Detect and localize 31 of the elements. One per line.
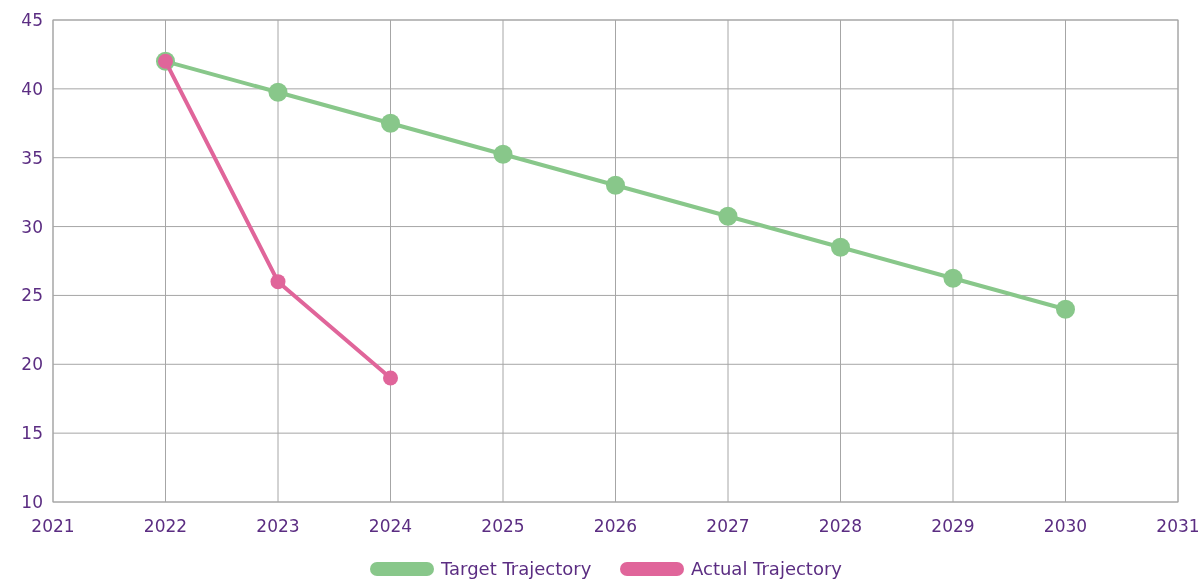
y-tick-label: 30 xyxy=(21,216,43,237)
x-tick-label: 2024 xyxy=(368,516,413,536)
point xyxy=(270,274,286,290)
point xyxy=(268,82,288,102)
point xyxy=(1056,299,1075,319)
x-tick-label: 2031 xyxy=(1156,516,1200,536)
x-tick-label: 2021 xyxy=(31,516,75,536)
y-tick-label: 15 xyxy=(21,423,43,444)
legend-label: Target Trajectory xyxy=(440,558,592,579)
legend-label: Actual Trajectory xyxy=(691,558,843,579)
point xyxy=(943,268,963,288)
point xyxy=(606,175,625,195)
x-tick-label: 2027 xyxy=(706,516,750,536)
x-tick-label: 2028 xyxy=(818,516,863,536)
y-tick-label: 40 xyxy=(21,78,43,99)
y-tick-label: 45 xyxy=(21,9,43,30)
point xyxy=(493,144,513,164)
y-tick-label: 35 xyxy=(21,147,43,168)
x-tick-label: 2029 xyxy=(931,516,975,536)
x-tick-label: 2030 xyxy=(1043,516,1088,536)
point xyxy=(718,206,738,226)
y-tick-label: 20 xyxy=(21,354,43,375)
point xyxy=(831,237,850,257)
x-tick-label: 2023 xyxy=(256,516,300,536)
x-tick-label: 2022 xyxy=(143,516,188,536)
x-tick-label: 2026 xyxy=(593,516,638,536)
point xyxy=(381,113,400,133)
y-tick-label: 25 xyxy=(21,285,43,306)
point xyxy=(383,370,398,386)
x-tick-label: 2025 xyxy=(481,516,525,536)
y-tick-label: 10 xyxy=(21,491,43,512)
